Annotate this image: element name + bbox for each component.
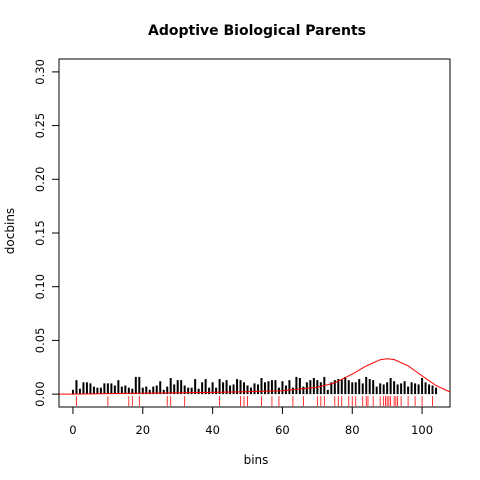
plot-frame — [58, 58, 451, 408]
x-axis-label: bins — [244, 453, 269, 467]
y-axis-label: docbins — [3, 208, 17, 254]
y-axis: 0.00 0.05 0.10 0.15 0.20 0.25 0.30 — [33, 59, 60, 407]
y-tick-label-3: 0.15 — [33, 220, 47, 246]
y-tick-label-5: 0.25 — [33, 113, 47, 139]
chart-title: Adoptive Biological Parents — [148, 23, 366, 39]
density-curve — [59, 358, 451, 395]
x-axis: 0 20 40 60 80 100 — [69, 406, 433, 437]
rug-marks — [76, 396, 433, 407]
x-tick-label-5: 100 — [411, 423, 433, 437]
y-tick-label-1: 0.05 — [33, 328, 47, 354]
x-tick-label-1: 20 — [135, 423, 150, 437]
y-tick-label-4: 0.20 — [33, 166, 47, 192]
density-curve-line — [59, 358, 451, 395]
x-tick-label-2: 40 — [205, 423, 220, 437]
x-tick-label-3: 60 — [275, 423, 290, 437]
histogram-bars — [71, 376, 438, 395]
y-tick-label-6: 0.30 — [33, 59, 47, 85]
x-tick-label-4: 80 — [345, 423, 360, 437]
y-tick-label-0: 0.00 — [33, 381, 47, 407]
x-tick-label-0: 0 — [69, 423, 76, 437]
y-tick-label-2: 0.10 — [33, 274, 47, 300]
